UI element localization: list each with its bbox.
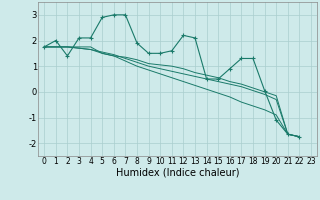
X-axis label: Humidex (Indice chaleur): Humidex (Indice chaleur) (116, 168, 239, 178)
